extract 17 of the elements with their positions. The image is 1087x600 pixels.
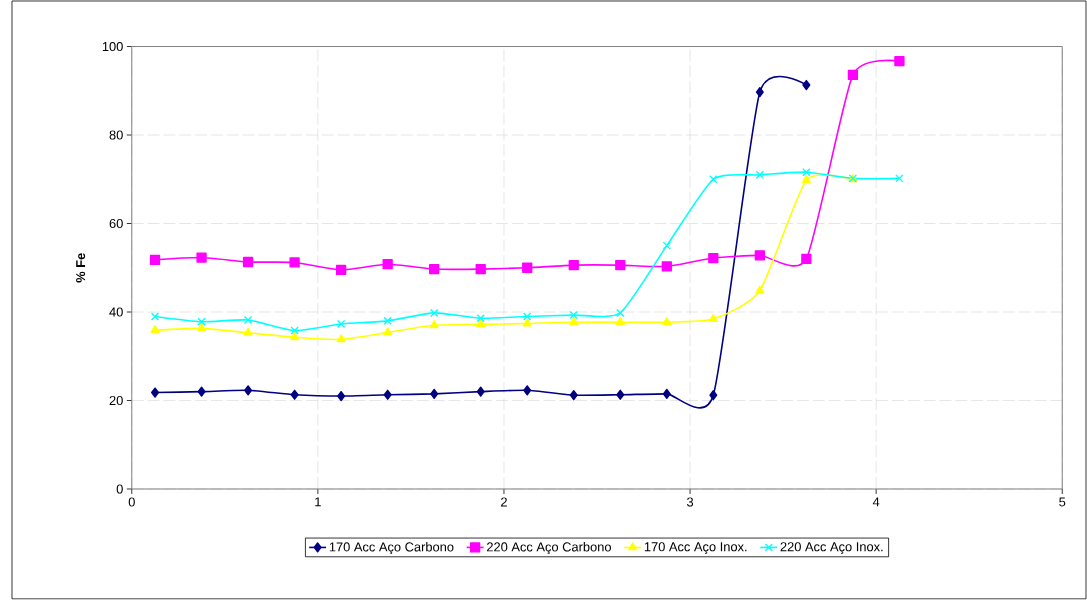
y-tick-label: 100 bbox=[102, 42, 123, 52]
x-tick-label: 4 bbox=[872, 497, 880, 507]
y-tick-label: 0 bbox=[116, 484, 123, 494]
x-tick-label: 2 bbox=[501, 497, 507, 507]
legend-label: 220 Acc Aço Carbono bbox=[487, 542, 611, 555]
legend-label: 220 Acc Aço Inox. bbox=[780, 542, 883, 554]
y-tick-label: 60 bbox=[109, 219, 123, 229]
y-tick-label: 20 bbox=[109, 396, 123, 406]
legend-label: 170 Acc Aço Inox. bbox=[644, 542, 747, 554]
x-tick-label: 0 bbox=[128, 497, 135, 507]
y-axis-title: % Fe bbox=[76, 253, 86, 283]
y-tick-label: 40 bbox=[109, 307, 123, 317]
y-tick-label: 80 bbox=[109, 130, 123, 140]
x-tick-label: 5 bbox=[1059, 497, 1066, 507]
x-tick-label: 1 bbox=[315, 497, 321, 507]
x-tick-label: 3 bbox=[686, 497, 694, 507]
legend-label: 170 Acc Aço Carbono bbox=[329, 542, 454, 555]
